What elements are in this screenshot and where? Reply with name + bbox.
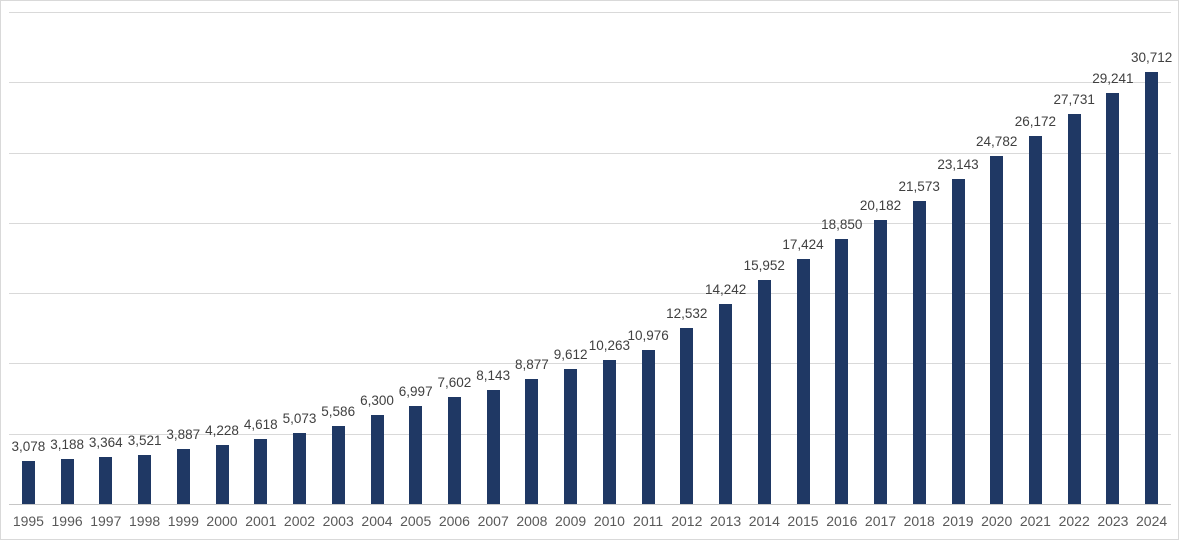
x-axis-tick-label: 2024 — [1136, 513, 1168, 529]
x-axis-tick-label: 2023 — [1097, 513, 1129, 529]
x-axis-tick-label: 2017 — [864, 513, 897, 529]
bar-value-label: 30,712 — [1130, 50, 1173, 66]
bar — [641, 349, 655, 504]
bar-value-label: 15,952 — [743, 257, 785, 273]
x-axis-tick-label: 2001 — [245, 513, 277, 529]
bar-value-label: 12,532 — [666, 305, 708, 321]
x-axis-tick-label: 2015 — [787, 513, 819, 529]
bar — [21, 460, 35, 504]
bar — [1145, 72, 1159, 504]
bar-value-label: 5,073 — [282, 410, 317, 426]
bar — [719, 303, 733, 504]
bar-value-label: 26,172 — [1014, 114, 1057, 130]
bar — [254, 439, 268, 504]
gridline — [9, 12, 1171, 13]
bar-value-label: 6,300 — [360, 393, 394, 409]
x-axis-tick-label: 1998 — [129, 513, 161, 529]
bar — [1106, 93, 1120, 504]
bar — [680, 327, 694, 504]
bar-value-label: 4,228 — [205, 422, 239, 438]
bar — [912, 200, 926, 504]
bar — [60, 459, 74, 504]
bar-value-label: 14,242 — [704, 281, 747, 297]
bar-value-label: 3,521 — [127, 432, 162, 448]
x-axis-tick-label: 1997 — [90, 513, 122, 529]
gridline — [9, 434, 1171, 435]
bar-value-label: 5,586 — [321, 403, 356, 419]
bar — [874, 220, 887, 504]
bar-value-label: 8,877 — [514, 357, 549, 373]
bar — [602, 359, 616, 504]
bar-value-label: 9,612 — [553, 346, 588, 362]
bar-value-label: 3,364 — [88, 434, 123, 450]
gridline — [9, 293, 1171, 294]
x-axis-tick-label: 2013 — [710, 513, 742, 529]
bar-value-label: 3,188 — [50, 437, 84, 453]
bar-value-label: 3,887 — [166, 427, 201, 443]
bar — [990, 155, 1004, 504]
bar — [525, 379, 539, 504]
bar-value-label: 3,078 — [11, 438, 46, 454]
x-axis-tick-label: 2005 — [400, 513, 432, 529]
bar — [1067, 114, 1081, 504]
bar-value-label: 8,143 — [476, 367, 511, 383]
bar-value-label: 23,143 — [937, 156, 979, 172]
bar-value-label: 20,182 — [859, 198, 902, 214]
bar — [370, 415, 384, 504]
x-axis-tick-label: 2010 — [593, 513, 625, 529]
bar-value-label: 17,424 — [782, 237, 824, 253]
x-axis-tick-label: 2002 — [283, 513, 316, 529]
bar — [757, 279, 771, 504]
x-axis-tick-label: 2012 — [671, 513, 703, 529]
x-axis-tick-label: 2019 — [942, 513, 974, 529]
bar-value-label: 10,976 — [627, 327, 669, 343]
x-axis-tick-label: 2018 — [903, 513, 935, 529]
x-axis-tick-label: 2021 — [1019, 513, 1051, 529]
x-axis-tick-label: 2020 — [981, 513, 1013, 529]
gridline — [9, 153, 1171, 154]
bar — [409, 405, 423, 504]
bar — [331, 425, 345, 504]
bar-value-label: 7,602 — [437, 375, 472, 391]
x-axis-tick-label: 2000 — [206, 513, 238, 529]
bar-value-label: 24,782 — [976, 133, 1018, 149]
bar — [99, 456, 113, 504]
x-axis-tick-label: 2011 — [633, 513, 664, 529]
x-axis-tick-label: 2004 — [361, 513, 393, 529]
bar — [215, 444, 229, 504]
x-axis-tick-label: 2022 — [1058, 513, 1090, 529]
gridline — [9, 223, 1171, 224]
x-axis-tick-label: 2008 — [516, 513, 548, 529]
bar-value-label: 21,573 — [898, 178, 940, 194]
x-axis-tick-label: 1999 — [167, 513, 199, 529]
x-axis-tick-label: 1996 — [51, 513, 83, 529]
bar — [447, 397, 461, 504]
x-axis-tick-label: 2014 — [748, 513, 780, 529]
bar — [796, 259, 810, 504]
x-axis-line — [9, 504, 1171, 505]
bar — [951, 178, 965, 504]
bar-value-label: 10,263 — [588, 337, 631, 353]
x-axis-tick-label: 2016 — [826, 513, 858, 529]
bar — [835, 239, 849, 504]
x-axis-tick-label: 1995 — [12, 513, 44, 529]
x-axis-tick-label: 2006 — [438, 513, 470, 529]
x-axis-tick-label: 2007 — [477, 513, 509, 529]
gridline — [9, 82, 1171, 83]
bar-value-label: 4,618 — [243, 417, 278, 433]
bar — [486, 389, 500, 504]
x-axis-tick-label: 2009 — [555, 513, 587, 529]
bar — [293, 432, 306, 504]
x-axis-tick-label: 2003 — [322, 513, 354, 529]
bar — [176, 449, 190, 504]
bar — [564, 368, 578, 504]
bar — [1028, 136, 1042, 504]
bar-value-label: 18,850 — [821, 217, 863, 232]
bar-value-label: 6,997 — [398, 383, 433, 399]
bar-value-label: 27,731 — [1053, 92, 1095, 108]
bar-value-label: 29,241 — [1092, 71, 1134, 86]
bar — [138, 454, 152, 504]
gridline — [9, 363, 1171, 364]
